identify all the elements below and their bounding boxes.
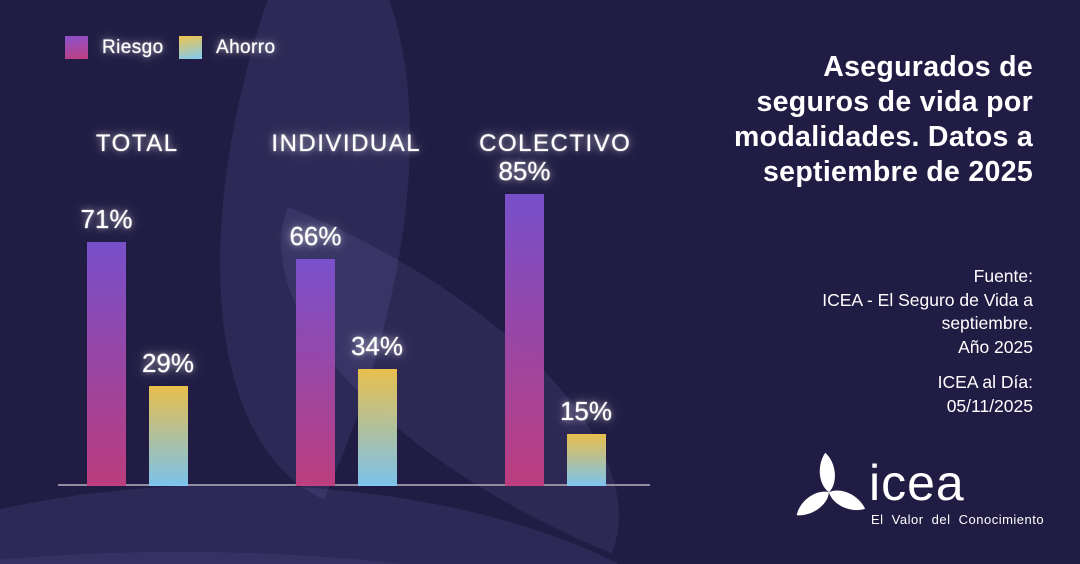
source-line-1: Fuente: [973, 266, 1033, 286]
category-label-total: TOTAL [95, 130, 179, 157]
bar-chart: TOTAL 71% 29% INDIVIDUAL 66% 34% COLECTIVO 85% 1… [58, 130, 650, 486]
riesgo-swatch-icon [65, 36, 88, 59]
source-line-4: Año 2025 [958, 336, 1033, 357]
x-axis-line [58, 484, 650, 486]
legend-label-ahorro: Ahorro [216, 36, 276, 58]
source-line-3: septiembre. [941, 313, 1033, 333]
title-line-1: Asegurados de [823, 51, 1033, 83]
bar-ahorro-colectivo [566, 434, 606, 486]
right-panel: Asegurados de seguros de vida por modali… [603, 50, 1033, 418]
bar-riesgo-colectivo [505, 194, 544, 486]
page-title: Asegurados de seguros de vida por modali… [603, 50, 1033, 190]
bar-riesgo-individual [296, 259, 335, 486]
icea-tagline: El Valor del Conocimiento [871, 512, 1045, 527]
bar-riesgo-total [87, 242, 126, 486]
legend-label-riesgo: Riesgo [102, 36, 164, 58]
legend-item-riesgo: Riesgo [65, 36, 164, 59]
value-label-ahorro-colectivo: 15% [559, 396, 613, 426]
source-line-2: ICEA - El Seguro de Vida a [822, 289, 1033, 310]
icea-wordmark: icea [869, 455, 965, 511]
value-label-riesgo-colectivo: 85% [498, 156, 551, 186]
title-line-4: septiembre de 2025 [763, 156, 1033, 188]
value-label-riesgo-individual: 66% [289, 221, 342, 251]
category-label-colectivo: COLECTIVO [479, 130, 632, 157]
bar-ahorro-total [148, 386, 188, 486]
bar-ahorro-individual [357, 369, 397, 486]
icea-al-dia-block: ICEA al Día: 05/11/2025 [603, 371, 1033, 418]
ahorro-swatch-icon [179, 36, 202, 59]
value-label-ahorro-total: 29% [141, 348, 195, 378]
legend-item-ahorro: Ahorro [179, 36, 275, 59]
icea-al-dia-label: ICEA al Día: [937, 372, 1033, 392]
source-block: Fuente: ICEA - El Seguro de Vida a septi… [603, 265, 1033, 359]
icea-al-dia-date: 05/11/2025 [946, 395, 1033, 416]
title-line-2: seguros de vida por [756, 86, 1033, 118]
title-line-3: modalidades. Datos a [733, 121, 1033, 153]
category-label-individual: INDIVIDUAL [271, 130, 422, 157]
value-label-riesgo-total: 71% [80, 204, 133, 234]
icea-logo-mark-icon [796, 452, 866, 516]
value-label-ahorro-individual: 34% [350, 331, 404, 361]
